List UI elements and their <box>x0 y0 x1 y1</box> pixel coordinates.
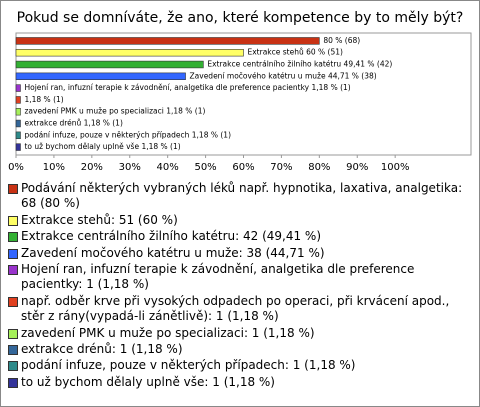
chart-title: Pokud se domníváte, že ano, které kompet… <box>17 10 464 26</box>
data-label: extrakce drénů 1,18 % (1) <box>24 119 122 128</box>
data-label: Extrakce centrálního žilního katétru 49,… <box>207 60 392 69</box>
legend-item: Zavedení močového katétru u muže: 38 (44… <box>7 246 473 261</box>
bar <box>15 48 244 57</box>
x-tick-label: 30% <box>119 162 141 173</box>
x-tick-label: 60% <box>232 162 254 173</box>
legend-label: zavedení PMK u muže po specializaci: 1 (… <box>21 325 315 340</box>
legend-swatch <box>8 328 18 339</box>
legend-label: Extrakce centrálního žilního katétru: 42… <box>21 229 321 244</box>
legend-swatch <box>8 184 18 194</box>
legend-item: Podávání některých vybraných léků např. … <box>7 181 473 212</box>
legend-label: Hojení ran, infuzní terapie k závodnění,… <box>21 262 415 292</box>
data-label: Hojení ran, infuzní terapie k závodnění,… <box>24 83 350 92</box>
legend-label: Zavedení močového katétru u muže: 38 (44… <box>21 245 325 260</box>
data-label: podání infuze, pouze v některých případe… <box>24 130 231 139</box>
data-label: 1,18 % (1) <box>24 95 63 104</box>
legend-item: Extrakce stehů: 51 (60 %) <box>7 213 473 228</box>
data-label: Extrakce stehů 60 % (51) <box>248 48 344 57</box>
x-tick-label: 10% <box>43 162 65 173</box>
x-tick-label: 20% <box>81 162 103 173</box>
x-tick-label: 40% <box>157 162 179 173</box>
bar <box>15 37 320 45</box>
x-tick-label: 100% <box>381 162 410 173</box>
legend-item: podání infuze, pouze v některých případe… <box>7 358 473 373</box>
x-tick-label: 0% <box>8 162 24 173</box>
x-tick-label: 70% <box>270 162 292 173</box>
bar <box>15 96 21 104</box>
bar <box>15 72 186 81</box>
data-label: Zavedení močového katétru u muže 44,71 %… <box>190 71 377 80</box>
x-tick-label: 90% <box>346 162 368 173</box>
data-label: 80 % (68) <box>323 36 360 45</box>
legend-swatch <box>8 345 18 356</box>
legend-swatch <box>8 361 18 372</box>
plot: Pokud se domníváte, že ano, které kompet… <box>8 10 472 173</box>
legend-label: např. odběr krve při vysokých odpadech p… <box>21 293 450 324</box>
legend-label: podání infuze, pouze v některých případe… <box>21 358 356 373</box>
x-tick-label: 50% <box>194 162 216 173</box>
bar <box>15 119 21 128</box>
legend-label: to už bychom dělaly uplně vše: 1 (1,18 %… <box>21 374 275 389</box>
legend-item: to už bychom dělaly uplně vše: 1 (1,18 %… <box>7 375 473 390</box>
legend-item: např. odběr krve při vysokých odpadech p… <box>7 294 473 325</box>
legend-label: Podávání některých vybraných léků např. … <box>21 181 463 211</box>
legend-swatch <box>8 232 18 243</box>
bar <box>15 60 204 69</box>
x-tick-label: 80% <box>308 162 330 173</box>
legend-label: extrakce drénů: 1 (1,18 %) <box>21 342 183 357</box>
data-label: zavedení PMK u muže po specializaci 1,18… <box>24 107 205 116</box>
legend-item: Hojení ran, infuzní terapie k závodnění,… <box>7 262 473 293</box>
legend-swatch <box>8 296 18 307</box>
legend-item: zavedení PMK u muže po specializaci: 1 (… <box>7 326 473 341</box>
bar <box>15 84 21 92</box>
bar <box>15 131 21 139</box>
legend-swatch <box>8 215 18 226</box>
bar <box>15 143 21 151</box>
bar <box>15 108 21 116</box>
legend-swatch <box>8 248 18 259</box>
legend-label: Extrakce stehů: 51 (60 %) <box>21 212 178 227</box>
legend: Podávání některých vybraných léků např. … <box>7 181 473 391</box>
legend-swatch <box>8 377 18 388</box>
legend-swatch <box>8 265 18 276</box>
data-label: to už bychom dělaly uplně vše 1,18 % (1) <box>24 142 180 151</box>
legend-item: Extrakce centrálního žilního katétru: 42… <box>7 229 473 244</box>
legend-item: extrakce drénů: 1 (1,18 %) <box>7 342 473 357</box>
